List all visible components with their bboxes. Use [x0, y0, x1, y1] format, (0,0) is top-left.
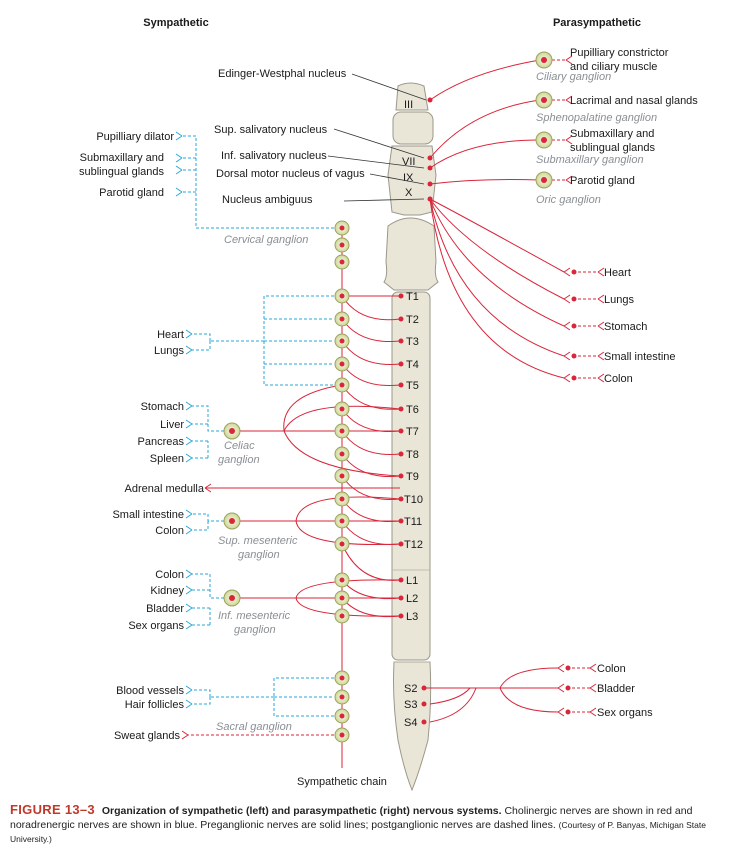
segment-label: T9 [406, 471, 419, 483]
figure-caption: FIGURE 13–3 Organization of sympathetic … [10, 803, 746, 846]
target-label: Sex organs [597, 707, 653, 719]
autonomic-nervous-system-diagram: Sympathetic Parasympathetic III VII IX X… [79, 17, 698, 792]
target-label: Spleen [150, 453, 184, 465]
brainstem-nuclei: Edinger-Westphal nucleus Sup. salivatory… [214, 68, 365, 206]
target-label: Sweat glands [114, 730, 181, 742]
ganglion-label: Sup. mesenteric [218, 535, 298, 547]
prevertebral-ganglia [223, 422, 241, 607]
target-label: Small intestine [112, 509, 184, 521]
ganglion-label: Ciliary ganglion [536, 71, 611, 83]
segment-label: T11 [404, 516, 422, 528]
segment-label: T6 [406, 404, 419, 416]
figure-number: FIGURE 13–3 [10, 802, 95, 817]
target-label: Lacrimal and nasal glands [570, 95, 698, 107]
segment-label: T3 [406, 336, 419, 348]
ganglion-label: Submaxillary ganglion [536, 154, 644, 166]
cn-label: X [405, 187, 413, 199]
sup-salivatory-label: Sup. salivatory nucleus [214, 124, 328, 136]
segment-label: T8 [406, 449, 419, 461]
ganglion-label: ganglion [238, 549, 280, 561]
inf-mesenteric-targets: Colon Kidney Bladder Sex organs Inf. mes… [128, 569, 290, 636]
parasympathetic-cranial-targets: Pupilliary constrictor and ciliary muscl… [536, 47, 698, 206]
target-label: Pancreas [138, 436, 185, 448]
target-label: Hair follicles [125, 699, 185, 711]
sympathetic-chain-ganglia [334, 220, 350, 743]
target-label: Blood vessels [116, 685, 184, 697]
caption-credit: (Courtesy of P. Banyas, Michigan State U… [10, 820, 706, 844]
target-label: Bladder [146, 603, 184, 615]
target-label: sublingual glands [570, 142, 656, 154]
dorsal-motor-vagus-label: Dorsal motor nucleus of vagus [216, 168, 365, 180]
ganglion-label: Celiac [224, 440, 255, 452]
ganglion-label: ganglion [218, 454, 260, 466]
ganglion-label: Inf. mesenteric [218, 610, 291, 622]
edinger-westphal-label: Edinger-Westphal nucleus [218, 68, 347, 80]
vagal-targets: Heart Lungs Stomach Small intestine Colo… [604, 267, 676, 385]
target-label: Sex organs [128, 620, 184, 632]
segment-label: T2 [406, 314, 419, 326]
segment-label: T5 [406, 380, 419, 392]
target-label: Liver [160, 419, 184, 431]
inf-salivatory-label: Inf. salivatory nucleus [221, 150, 327, 162]
segment-label: S2 [404, 683, 417, 695]
segment-label: T7 [406, 426, 419, 438]
target-label: Bladder [597, 683, 635, 695]
sup-mesenteric-targets: Small intestine Colon Sup. mesenteric ga… [112, 509, 298, 561]
caption-text: Cholinergic nerves are shown in red and … [10, 805, 693, 831]
cn-label: IX [403, 172, 414, 184]
sacral-sympathetic-targets: Blood vessels Hair follicles Sacral gang… [114, 685, 292, 742]
segment-label: L3 [406, 611, 418, 623]
parasympathetic-cranial-ganglia [535, 51, 553, 189]
segment-label: L2 [406, 593, 418, 605]
target-label: and ciliary muscle [570, 61, 657, 73]
adrenal-medulla-label: Adrenal medulla [125, 483, 205, 495]
target-label: Lungs [154, 345, 184, 357]
target-label: Kidney [150, 585, 184, 597]
target-label: Heart [604, 267, 631, 279]
target-label: Lungs [604, 294, 634, 306]
segment-label: T10 [404, 494, 423, 506]
sympathetic-thoracic-targets: Heart Lungs [154, 329, 184, 357]
target-label: sublingual glands [79, 166, 165, 178]
segment-label: T1 [406, 291, 419, 303]
sympathetic-head-targets: Pupilliary dilator Submaxillary and subl… [79, 131, 308, 246]
segment-label: T4 [406, 359, 419, 371]
target-label: Parotid gland [99, 187, 164, 199]
target-label: Colon [604, 373, 633, 385]
segment-label: S3 [404, 699, 417, 711]
caption-title: Organization of sympathetic (left) and p… [101, 805, 502, 817]
target-label: Pupilliary constrictor [570, 47, 669, 59]
target-label: Stomach [604, 321, 647, 333]
sympathetic-chain-label: Sympathetic chain [297, 776, 387, 788]
celiac-targets: Stomach Liver Pancreas Spleen Celiac gan… [138, 401, 260, 466]
parasympathetic-header: Parasympathetic [553, 17, 641, 29]
target-label: Parotid gland [570, 175, 635, 187]
segment-label: L1 [406, 575, 418, 587]
spinal-segment-labels: T1 T2 T3 T4 T5 T6 T7 T8 T9 T10 T11 T12 L… [404, 291, 423, 729]
ganglion-label: Oric ganglion [536, 194, 601, 206]
segment-label: S4 [404, 717, 417, 729]
ganglion-label: Sacral ganglion [216, 721, 292, 733]
cranial-nerve-labels: III VII IX X [402, 99, 415, 199]
target-label: Colon [155, 525, 184, 537]
ganglion-label: ganglion [234, 624, 276, 636]
target-label: Submaxillary and [80, 152, 164, 164]
sacral-parasympathetic-targets: Colon Bladder Sex organs [597, 663, 653, 719]
nucleus-ambiguus-label: Nucleus ambiguus [222, 194, 313, 206]
target-label: Submaxillary and [570, 128, 654, 140]
sympathetic-header: Sympathetic [143, 17, 208, 29]
ganglion-label: Sphenopalatine ganglion [536, 112, 657, 124]
cn-label: III [404, 99, 413, 111]
segment-label: T12 [404, 539, 423, 551]
target-label: Small intestine [604, 351, 676, 363]
target-label: Pupilliary dilator [96, 131, 174, 143]
target-label: Colon [597, 663, 626, 675]
ganglion-label: Cervical ganglion [224, 234, 308, 246]
target-label: Heart [157, 329, 184, 341]
target-label: Stomach [141, 401, 184, 413]
cn-label: VII [402, 156, 415, 168]
target-label: Colon [155, 569, 184, 581]
